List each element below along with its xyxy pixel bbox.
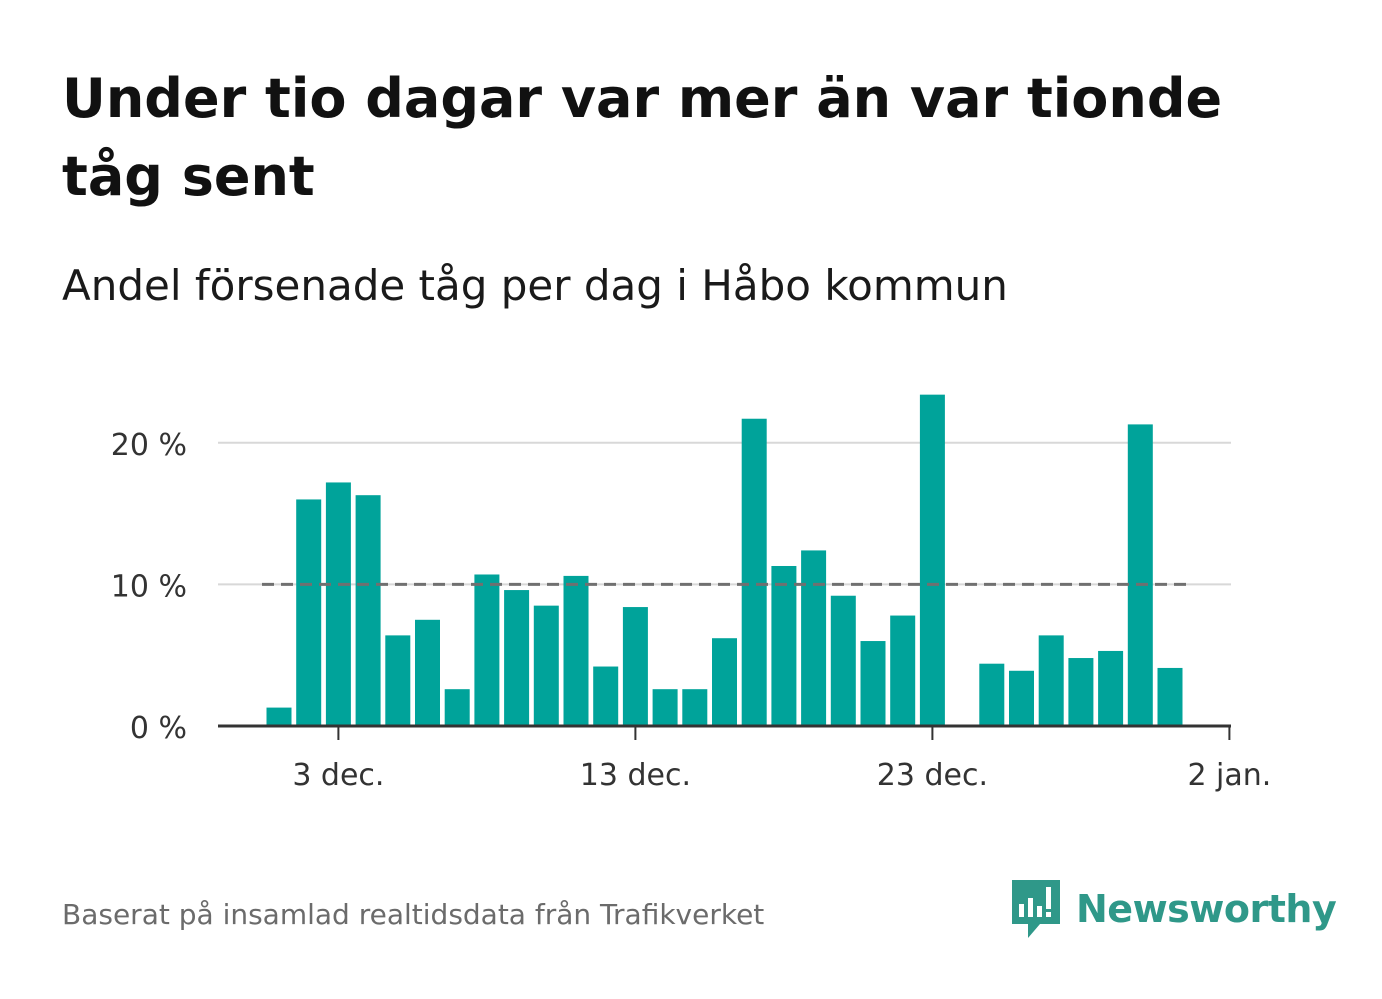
bar — [622, 607, 648, 726]
x-tick-label: 2 jan. — [1187, 758, 1271, 793]
y-tick-label: 10 % — [111, 569, 187, 604]
bar — [533, 605, 559, 726]
bar — [830, 595, 856, 726]
bar — [741, 418, 767, 726]
x-tick-label: 3 dec. — [292, 758, 384, 793]
y-tick-label: 0 % — [130, 711, 187, 746]
bar — [444, 689, 470, 726]
bar — [474, 574, 500, 726]
chart-title: Under tio dagar var mer än var tionde tå… — [62, 67, 1223, 208]
x-tick-label: 23 dec. — [877, 758, 988, 793]
bar — [682, 689, 708, 726]
x-axis-ticks: 3 dec. 13 dec. 23 dec. 2 jan. — [292, 726, 1271, 793]
bar — [296, 499, 322, 726]
brand-name: Newsworthy — [1076, 887, 1337, 931]
source-note: Baserat på insamlad realtidsdata från Tr… — [62, 898, 765, 931]
bar — [415, 619, 440, 726]
bar — [325, 482, 351, 726]
bar — [771, 565, 797, 726]
bar — [890, 615, 916, 726]
bar — [712, 638, 737, 726]
bar — [1157, 667, 1183, 726]
y-axis-ticks: 0 % 10 % 20 % — [111, 428, 187, 746]
newsworthy-logo: Newsworthy — [1010, 878, 1337, 940]
bar — [1038, 635, 1064, 726]
bar-chart: 0 % 10 % 20 % 3 dec. 13 dec. 23 dec. 2 jan. — [111, 394, 1271, 793]
newsworthy-logo-icon — [1012, 880, 1060, 938]
bar — [919, 394, 945, 726]
x-tick-label: 13 dec. — [580, 758, 691, 793]
bar — [504, 590, 530, 726]
chart-subtitle: Andel försenade tåg per dag i Håbo kommu… — [62, 261, 1008, 310]
bar — [1127, 424, 1153, 726]
bars — [266, 394, 1183, 726]
bar — [1068, 658, 1094, 726]
bar — [593, 666, 619, 726]
bar — [979, 663, 1005, 726]
bar — [355, 495, 381, 726]
bar — [1098, 650, 1124, 726]
y-tick-label: 20 % — [111, 428, 187, 463]
bar — [860, 641, 886, 726]
bar — [652, 689, 678, 726]
bar — [266, 707, 292, 726]
bar — [801, 550, 827, 726]
bar — [563, 575, 589, 726]
bar — [1009, 670, 1034, 726]
bar — [385, 635, 411, 726]
